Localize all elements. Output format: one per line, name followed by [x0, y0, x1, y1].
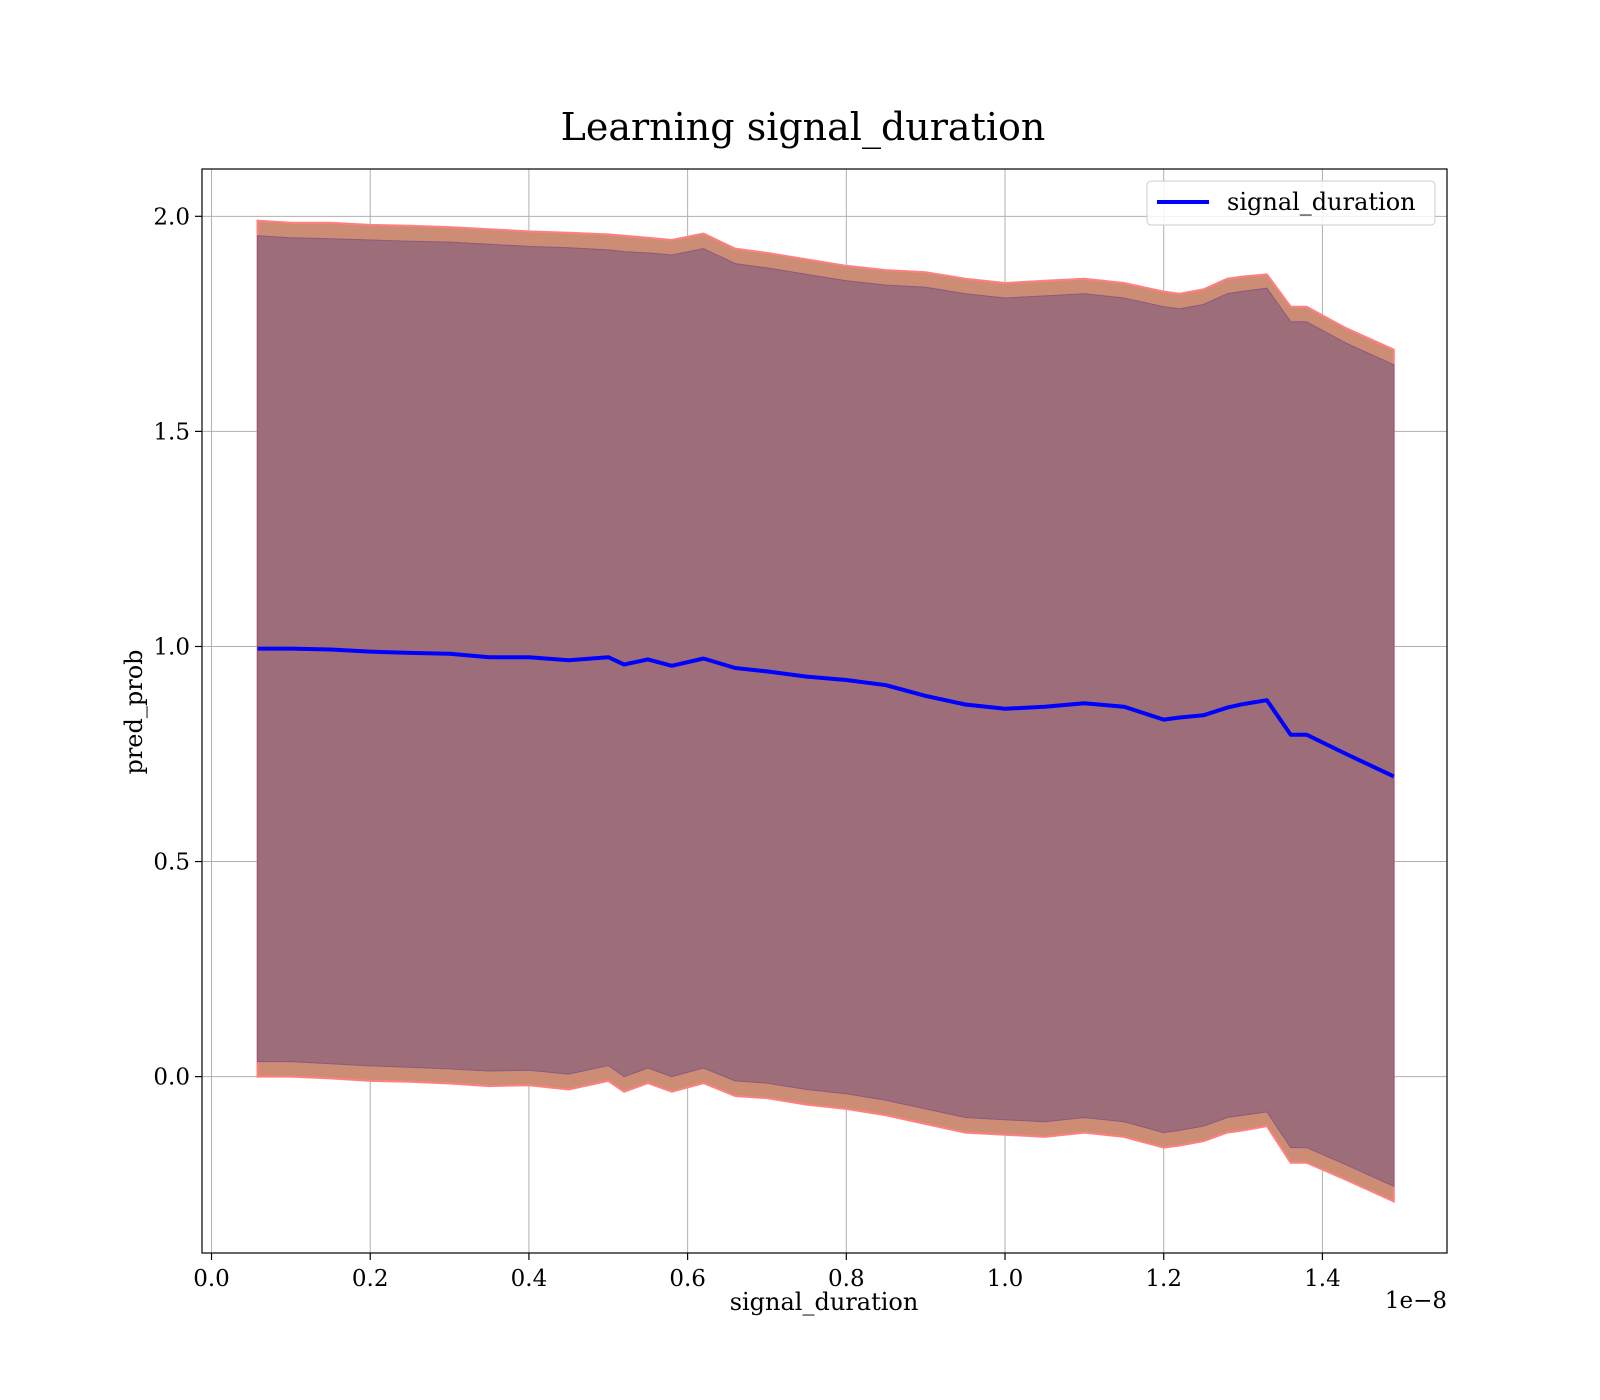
y-axis-label: pred_prob — [120, 649, 148, 774]
legend-box — [1146, 180, 1436, 226]
plot-frame — [201, 168, 1448, 1254]
x-tick-label: 0.2 — [352, 1266, 389, 1292]
x-axis-offset-label: 1e−8 — [1385, 1288, 1447, 1314]
x-axis-ticks: 0.0 0.2 0.4 0.6 0.8 1.0 1.2 1.4 — [193, 1253, 1341, 1292]
x-axis-label: signal_duration — [730, 1288, 919, 1316]
series-line-signal-duration — [257, 646, 1395, 779]
legend: signal_duration — [1146, 180, 1436, 226]
x-tick-label: 0.0 — [193, 1266, 230, 1292]
y-tick-label: 0.0 — [153, 1065, 190, 1091]
x-tick-label: 1.4 — [1304, 1266, 1341, 1292]
x-tick-label: 1.2 — [1145, 1266, 1182, 1292]
x-tick-label: 0.4 — [511, 1266, 548, 1292]
y-axis-ticks: 0.0 0.5 1.0 1.5 2.0 — [153, 204, 202, 1091]
legend-label: signal_duration — [1227, 188, 1416, 216]
x-tick-label: 0.6 — [669, 1266, 706, 1292]
y-tick-label: 2.0 — [153, 204, 190, 230]
confidence-bands — [256, 219, 1395, 1203]
y-tick-label: 0.5 — [153, 850, 190, 876]
y-tick-label: 1.0 — [153, 634, 190, 660]
inner-confidence-band — [257, 235, 1395, 1188]
chart-title: Learning signal_duration — [561, 105, 1046, 150]
x-tick-label: 1.0 — [987, 1266, 1024, 1292]
y-tick-label: 1.5 — [153, 419, 190, 445]
series-lines — [257, 646, 1395, 779]
x-tick-label: 0.8 — [828, 1266, 865, 1292]
